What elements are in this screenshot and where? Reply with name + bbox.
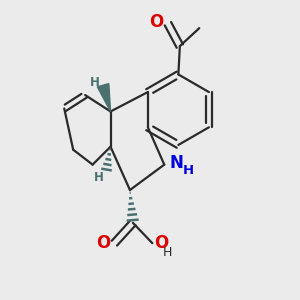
- Text: O: O: [149, 13, 164, 31]
- Text: O: O: [96, 234, 110, 252]
- Text: H: H: [163, 246, 172, 259]
- Text: N: N: [169, 154, 183, 172]
- Text: O: O: [154, 234, 168, 252]
- Text: H: H: [90, 76, 100, 89]
- Polygon shape: [97, 84, 110, 112]
- Text: H: H: [94, 171, 103, 184]
- Text: H: H: [183, 164, 194, 177]
